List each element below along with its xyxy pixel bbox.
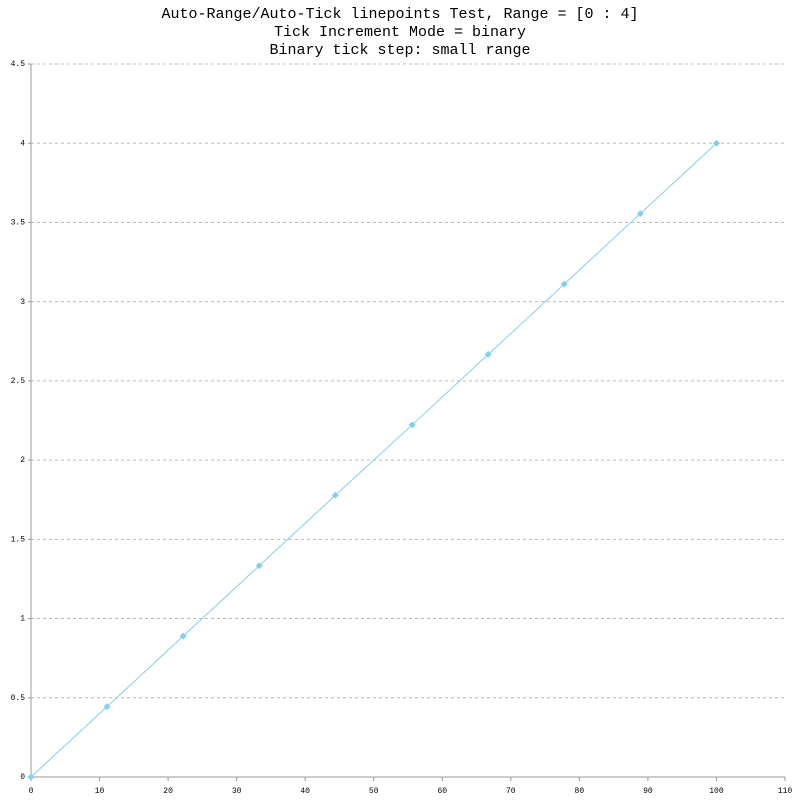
y-tick-label: 2 xyxy=(20,456,25,465)
point xyxy=(255,562,263,570)
x-tick-label: 30 xyxy=(232,787,242,796)
y-tick-label: 1 xyxy=(20,615,25,624)
series-line xyxy=(30,142,717,778)
point xyxy=(712,139,720,147)
chart-subtitle: Tick Increment Mode = binary xyxy=(274,24,526,41)
x-tick-label: 20 xyxy=(163,787,173,796)
y-tick-label: 4.5 xyxy=(11,60,26,69)
point xyxy=(27,773,35,781)
x-tick-label: 80 xyxy=(575,787,585,796)
point xyxy=(331,491,339,499)
point xyxy=(179,632,187,640)
x-tick-label: 40 xyxy=(300,787,310,796)
x-tick-label: 110 xyxy=(778,787,793,796)
y-tick-label: 3.5 xyxy=(11,219,26,228)
y-tick-label: 2.5 xyxy=(11,377,26,386)
y-tick-label: 4 xyxy=(20,139,25,148)
x-tick-label: 10 xyxy=(95,787,105,796)
x-tick-label: 60 xyxy=(437,787,447,796)
point xyxy=(484,350,492,358)
x-tick-label: 100 xyxy=(709,787,724,796)
y-tick-label: 3 xyxy=(20,298,25,307)
y-tick-label: 0 xyxy=(20,773,25,782)
point xyxy=(560,280,568,288)
point xyxy=(636,210,644,218)
x-tick-label: 70 xyxy=(506,787,516,796)
point xyxy=(103,703,111,711)
x-tick-label: 0 xyxy=(29,787,34,796)
x-tick-label: 50 xyxy=(369,787,379,796)
chart-subtitle: Binary tick step: small range xyxy=(269,42,530,59)
x-tick-label: 90 xyxy=(643,787,653,796)
y-tick-label: 0.5 xyxy=(11,694,26,703)
chart-title: Auto-Range/Auto-Tick linepoints Test, Ra… xyxy=(161,6,638,23)
y-tick-label: 1.5 xyxy=(11,535,26,544)
point xyxy=(408,421,416,429)
